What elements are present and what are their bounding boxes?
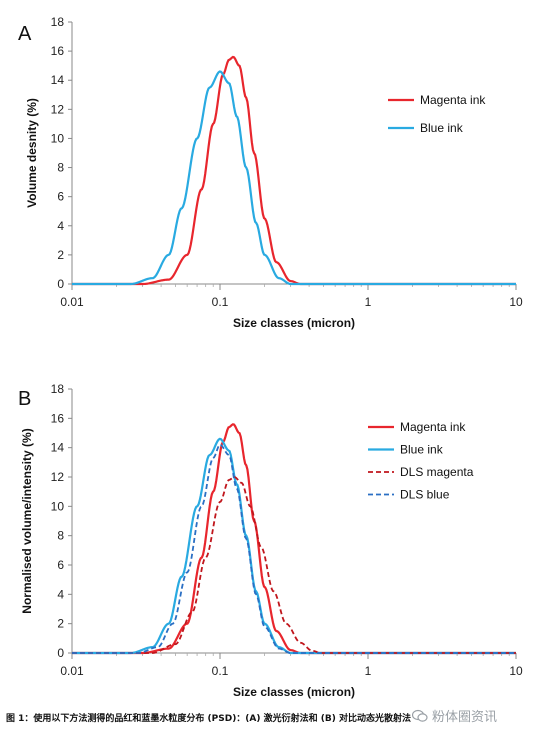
x-axis-title: Size classes (micron): [233, 685, 355, 699]
series-line-magenta-ink: [72, 423, 516, 655]
y-tick-label: 18: [51, 15, 65, 29]
panel-letter: A: [18, 23, 32, 45]
watermark-text: 粉体圈资讯: [432, 710, 498, 725]
y-tick-label: 4: [57, 219, 64, 233]
legend-label: Blue ink: [420, 121, 464, 135]
x-tick-label: 1: [365, 295, 372, 309]
x-tick-label: 0.01: [60, 664, 84, 678]
series-line-dls-magenta: [72, 476, 516, 654]
figure-caption: 图 1：使用以下方法测得的品红和蓝墨水粒度分布 (PSD)：(A) 激光衍射法和…: [6, 714, 411, 724]
y-tick-label: 12: [51, 102, 65, 116]
chart-panel-b: B 0 2 4 6 8 10 12 14 16 18 0.01 0.1 1 10 Size classes (…: [18, 382, 523, 699]
chart-panel-a: A 0 2 4 6 8 10 12 14 16 18 0.01 0.1 1 10 Size classes (…: [18, 15, 523, 330]
y-tick-label: 10: [51, 499, 65, 513]
wechat-icon: [412, 709, 428, 723]
y-tick-label: 18: [51, 382, 65, 396]
panel-letter: B: [18, 388, 31, 410]
x-tick-label: 0.1: [212, 295, 229, 309]
y-tick-label: 14: [51, 73, 65, 87]
y-axis-title: Volume desnity (%): [25, 98, 39, 208]
y-tick-label: 16: [51, 411, 65, 425]
series-line-magenta-ink: [72, 55, 516, 286]
x-tick-label: 0.01: [60, 295, 84, 309]
x-tick-label: 0.1: [212, 664, 229, 678]
y-tick-label: 6: [57, 190, 64, 204]
y-tick-label: 0: [57, 646, 64, 660]
y-tick-label: 16: [51, 44, 65, 58]
watermark: 粉体圈资讯: [412, 706, 497, 725]
y-tick-label: 8: [57, 161, 64, 175]
y-tick-label: 6: [57, 558, 64, 572]
x-tick-label: 10: [509, 664, 523, 678]
y-tick-label: 2: [57, 248, 64, 262]
x-tick-label: 10: [509, 295, 523, 309]
legend-label: DLS blue: [400, 488, 450, 502]
series-line-blue-ink: [72, 70, 516, 286]
y-axis-title: Normalised volume/intensity (%): [20, 428, 34, 613]
y-tick-label: 0: [57, 277, 64, 291]
y-tick-label: 4: [57, 587, 64, 601]
legend-label: Blue ink: [400, 443, 444, 457]
y-tick-label: 12: [51, 470, 65, 484]
legend-label: Magenta ink: [400, 420, 466, 434]
y-tick-label: 8: [57, 529, 64, 543]
y-tick-label: 10: [51, 131, 65, 145]
x-tick-label: 1: [365, 664, 372, 678]
x-axis-title: Size classes (micron): [233, 316, 355, 330]
y-tick-label: 2: [57, 617, 64, 631]
y-tick-label: 14: [51, 441, 65, 455]
legend-label: DLS magenta: [400, 465, 474, 479]
legend-label: Magenta ink: [420, 93, 486, 107]
series-line-dls-blue: [72, 443, 516, 654]
